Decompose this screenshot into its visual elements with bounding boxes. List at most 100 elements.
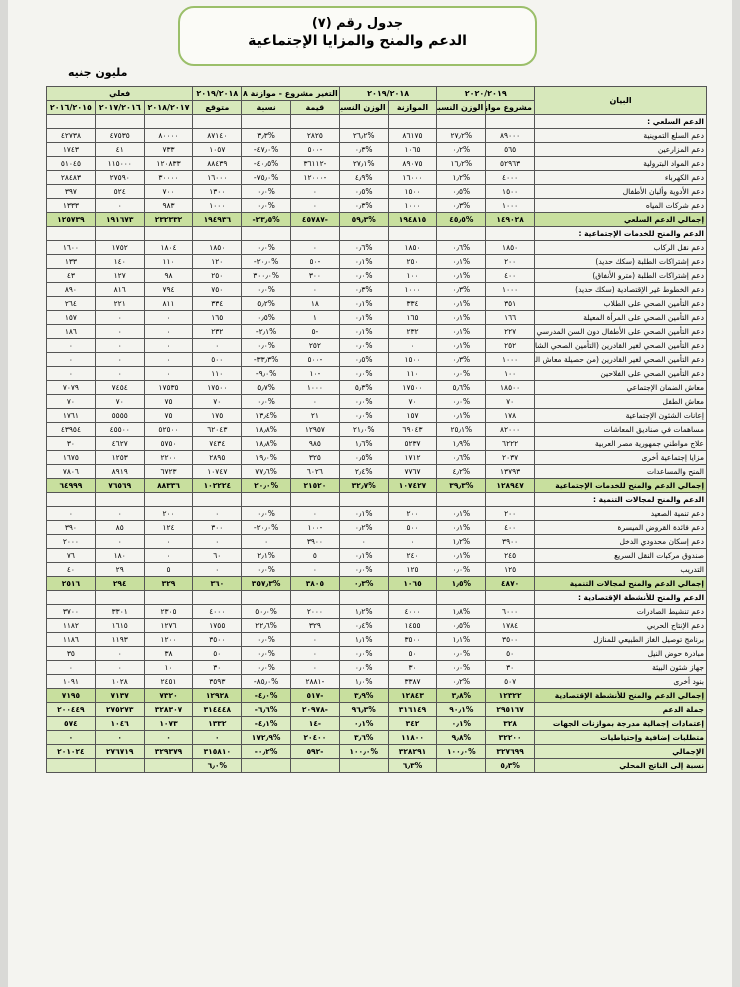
table-row: دعم إسكان محدودي الدخل ٣٩٠٠ %١٫٢ ٠ ٠ ٣٩٠٠ ٠ ٠ ٠ ٠… bbox=[46, 534, 708, 549]
cell: ١٨٥٠ bbox=[192, 240, 243, 255]
cell: ٧٤٣٤ bbox=[192, 436, 243, 451]
cell: ١٠٤٦ bbox=[94, 716, 145, 731]
cell: ٢٠٠ bbox=[387, 506, 438, 521]
cell: %٠٫١ bbox=[338, 716, 389, 731]
cell: -١٠٠ bbox=[290, 520, 340, 535]
cell: ٤٠٠٠ bbox=[485, 170, 536, 185]
cell: ٤٣ bbox=[46, 268, 96, 283]
cell bbox=[46, 226, 96, 241]
table-row: دعم التأمين الصحي على الأطفال دون السن ا… bbox=[46, 324, 708, 339]
cell: %٢٧٫١ bbox=[338, 156, 389, 171]
cell: ١٠٠٠ bbox=[387, 282, 438, 297]
table-row: دعم تنمية الصعيد ٢٠٠ %٠٫١ ٢٠٠ %٠٫١ ٠ %٠٫٠ ٠ ٢٠٠ ٠… bbox=[46, 506, 708, 521]
cell: ١٥٧ bbox=[46, 310, 96, 325]
header-cell: قيمة bbox=[290, 100, 340, 115]
cell: ١٢٠ bbox=[192, 254, 243, 269]
cell bbox=[338, 758, 389, 773]
cell: ١٣٣٢ bbox=[192, 716, 243, 731]
cell: ١٧٥٥ bbox=[192, 618, 243, 633]
cell: ٥٦٥ bbox=[485, 142, 536, 157]
cell: ١٣٧٩٣ bbox=[485, 464, 536, 479]
cell: ٩٨٥ bbox=[290, 436, 340, 451]
cell: %٦٫٣ bbox=[387, 758, 438, 773]
cell bbox=[241, 590, 291, 605]
cell bbox=[192, 114, 243, 129]
cell: ٢٠٤٠٠ bbox=[290, 730, 340, 745]
table-row: دعم التأمين الصحي على المرأة المعيلة ١٦٦%… bbox=[46, 310, 708, 325]
cell: %٢٠٫٠- bbox=[241, 254, 291, 269]
cell: ٣٠٠ bbox=[192, 520, 243, 535]
cell bbox=[338, 114, 389, 129]
table-row: علاج مواطني جمهورية مصر العربية ٦٢٢٢ %١٫٩ ٥… bbox=[46, 436, 708, 451]
cell: ١٩١٦٧٣ bbox=[94, 212, 145, 227]
cell: ١٨٥٠٠ bbox=[485, 380, 536, 395]
cell: ١٣٣ bbox=[46, 254, 96, 269]
cell: ٨٥ bbox=[94, 520, 145, 535]
cell: ٠ bbox=[94, 198, 145, 213]
cell bbox=[143, 226, 194, 241]
cell: ١٧٥٢ bbox=[94, 240, 145, 255]
cell bbox=[94, 590, 145, 605]
cell: ٠ bbox=[94, 366, 145, 381]
cell bbox=[143, 492, 194, 507]
cell: %١٫٩ bbox=[436, 436, 487, 451]
cell: %٤٫٢ bbox=[436, 464, 487, 479]
cell: ٥٠٧ bbox=[485, 674, 536, 689]
table-row: صندوق مركبات النقل السريع ٢٤٥ %٠٫١ ٢٤٠ %٠٫١ ٥… bbox=[46, 548, 708, 563]
cell: -١٠ bbox=[290, 366, 340, 381]
cell: ٤٠٠٠ bbox=[192, 604, 243, 619]
cell: ٥١٠٤٥ bbox=[46, 156, 96, 171]
table-row: المنح والمساعدات ١٣٧٩٣ %٤٫٢ ٧٧٦٧ %٢٫٤ ٦٠٢٦ %٧٧… bbox=[46, 464, 708, 479]
cell bbox=[436, 226, 487, 241]
cell: ٨١٦ bbox=[94, 282, 145, 297]
cell bbox=[290, 492, 340, 507]
cell: ٠ bbox=[290, 240, 340, 255]
cell: ٣٩٠٠ bbox=[290, 534, 340, 549]
cell: -٥٩٢ bbox=[290, 744, 340, 759]
row-label: الإجمالي bbox=[534, 744, 708, 759]
cell: ٨٩٠٧٥ bbox=[387, 156, 438, 171]
cell: ٣٢٨٢٩١ bbox=[387, 744, 438, 759]
cell: ٣٠ bbox=[485, 660, 536, 675]
cell: ١٦٦ bbox=[485, 310, 536, 325]
cell: ٠ bbox=[94, 324, 145, 339]
cell: ٢٨٩٥ bbox=[192, 450, 243, 465]
row-label: المنح والمساعدات bbox=[534, 464, 708, 479]
row-label: دعم تنمية الصعيد bbox=[534, 506, 708, 521]
cell: ٢٧٥٩٠ bbox=[94, 170, 145, 185]
cell: ١٢٧٦ bbox=[143, 618, 194, 633]
cell: ٥٢٤ bbox=[94, 184, 145, 199]
table: البيان ٢٠٢٠/٢٠١٩ ٢٠١٩/٢٠١٨ التغير مشروع … bbox=[45, 86, 708, 773]
cell: ١١٠ bbox=[192, 366, 243, 381]
cell: %١٨٫٨ bbox=[241, 422, 291, 437]
cell: ٠ bbox=[290, 394, 340, 409]
cell: ٢٥٠ bbox=[387, 254, 438, 269]
cell: ٣٠٠ bbox=[290, 268, 340, 283]
cell: ٧٠٧٩ bbox=[46, 380, 96, 395]
cell: ٢٠٠٤٤٩ bbox=[46, 702, 96, 717]
cell: ٠ bbox=[143, 366, 194, 381]
cell: ٦٢٠٤٣ bbox=[192, 422, 243, 437]
cell: ٠ bbox=[94, 730, 145, 745]
cell: ٠ bbox=[143, 548, 194, 563]
cell: -٥٠٠ bbox=[290, 142, 340, 157]
cell: ٥٥٥٥ bbox=[94, 408, 145, 423]
cell: ٢٠٣٧ bbox=[485, 450, 536, 465]
row-label: دعم إشتراكات الطلبة (مترو الأنفاق) bbox=[534, 268, 708, 283]
cell: %٠٫١ bbox=[338, 548, 389, 563]
cell: ٢٧٥٢٧٣ bbox=[94, 702, 145, 717]
header-cell: ٢٠١٧/٢٠١٦ bbox=[94, 100, 145, 115]
cell bbox=[387, 226, 438, 241]
cell: ٠ bbox=[290, 632, 340, 647]
cell: ٠ bbox=[192, 338, 243, 353]
cell bbox=[338, 590, 389, 605]
cell: ١٠٠٠ bbox=[485, 352, 536, 367]
subtitle: الدعم والمنح والمزايا الإجتماعية bbox=[248, 33, 467, 49]
cell: ٠ bbox=[94, 534, 145, 549]
row-label: دعم الكهرباء bbox=[534, 170, 708, 185]
row-label: دعم التأمين الصحي على الفلاحين bbox=[534, 366, 708, 381]
table-row: معاش الضمان الإجتماعي ١٨٥٠٠ %٥٫٦ ١٧٥٠٠ %٥٫٣ ١… bbox=[46, 380, 708, 395]
cell bbox=[436, 590, 487, 605]
row-label: دعم الإنتاج الحربي bbox=[534, 618, 708, 633]
cell: ٤٠٠ bbox=[485, 268, 536, 283]
